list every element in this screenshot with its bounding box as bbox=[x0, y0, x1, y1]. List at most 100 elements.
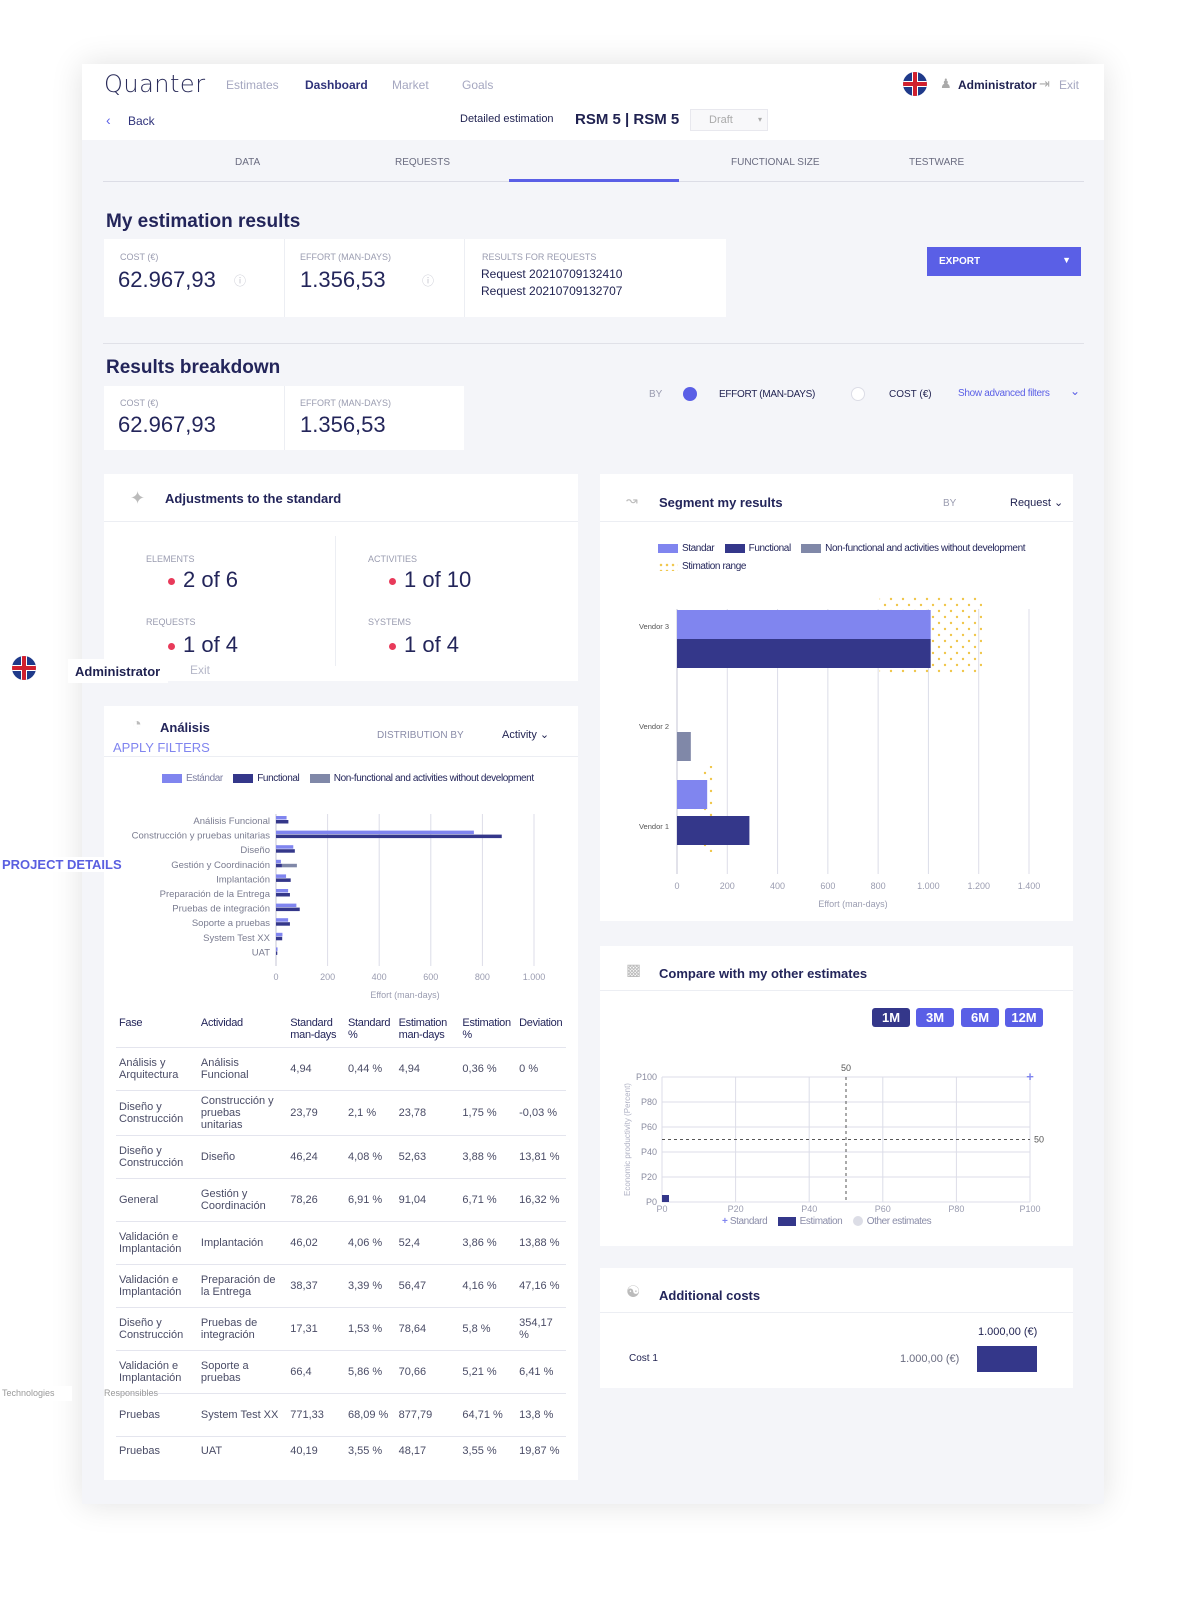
table-row: Diseño y Construcción Diseño 46,24 4,08 % 52… bbox=[116, 1135, 566, 1179]
table-cell: 4,06 % bbox=[344, 1221, 396, 1265]
x-tick-label: 0 bbox=[674, 881, 679, 891]
distribution-dropdown[interactable]: Activity ⌄ bbox=[502, 729, 550, 741]
info-icon[interactable]: ⓘ bbox=[422, 274, 435, 288]
coins-icon: ☯ bbox=[626, 1284, 641, 1301]
table-cell: Implantación bbox=[197, 1221, 288, 1265]
bar-standard bbox=[276, 947, 278, 951]
exit-link[interactable]: Exit bbox=[1059, 78, 1080, 92]
table-cell: 4,08 % bbox=[344, 1135, 396, 1179]
table-cell: 4,16 % bbox=[459, 1264, 517, 1308]
overlay-exit[interactable]: Exit bbox=[190, 663, 211, 677]
bar-standard bbox=[276, 918, 289, 922]
tab-testware[interactable]: TESTWARE bbox=[909, 157, 965, 168]
section-divider bbox=[103, 343, 1084, 344]
bar-functional bbox=[276, 878, 291, 882]
x-tick-label: 600 bbox=[820, 881, 835, 891]
bar-standard bbox=[677, 780, 708, 809]
table-cell: 48,17 bbox=[395, 1436, 460, 1465]
request-item[interactable]: Request 20210709132707 bbox=[481, 284, 623, 298]
export-button[interactable]: EXPORT ▼ bbox=[927, 247, 1081, 276]
info-icon[interactable]: ⓘ bbox=[234, 274, 247, 288]
bar-functional bbox=[276, 893, 290, 897]
apply-filters-link[interactable]: APPLY FILTERS bbox=[113, 740, 210, 755]
back-link[interactable]: Back bbox=[128, 114, 155, 128]
additional-total: 1.000,00 (€) bbox=[978, 1326, 1038, 1338]
uk-flag-icon[interactable] bbox=[12, 656, 36, 680]
table-cell: Construcción y pruebas unitarias bbox=[197, 1090, 288, 1136]
y-tick-label: P40 bbox=[641, 1147, 657, 1157]
additional-title: Additional costs bbox=[659, 1288, 761, 1303]
period-button-12m[interactable]: 12M bbox=[1005, 1008, 1043, 1027]
uk-flag-icon[interactable] bbox=[903, 72, 927, 96]
bar-functional bbox=[276, 820, 289, 824]
nav-dashboard[interactable]: Dashboard bbox=[305, 78, 368, 92]
nav-estimates[interactable]: Estimates bbox=[226, 78, 279, 92]
category-label: Soporte a pruebas bbox=[192, 918, 270, 929]
advanced-filters-link[interactable]: Show advanced filters bbox=[958, 388, 1050, 399]
table-cell: 78,26 bbox=[287, 1178, 345, 1222]
period-button-3m[interactable]: 3M bbox=[916, 1008, 954, 1027]
bar-functional bbox=[677, 816, 750, 845]
segment-legend: Standar Functional Non-functional and ac… bbox=[658, 540, 1058, 576]
table-cell: 0,36 % bbox=[459, 1047, 517, 1091]
y-tick-label: P20 bbox=[641, 1172, 657, 1182]
nav-goals[interactable]: Goals bbox=[462, 78, 494, 92]
status-dropdown[interactable]: Draft ▾ bbox=[690, 109, 768, 131]
back-chevron-icon[interactable]: ‹ bbox=[106, 112, 111, 128]
x-tick-label: 1.400 bbox=[1018, 881, 1041, 891]
radio-effort[interactable] bbox=[683, 387, 697, 401]
table-cell: 771,33 bbox=[287, 1393, 345, 1437]
table-cell: 1,75 % bbox=[459, 1090, 517, 1136]
table-cell: 3,86 % bbox=[459, 1221, 517, 1265]
active-tab-indicator bbox=[509, 179, 679, 182]
tab-data[interactable]: DATA bbox=[235, 157, 261, 168]
tab-functional-size[interactable]: FUNCTIONAL SIZE bbox=[731, 157, 820, 168]
x-tick-label: 1.000 bbox=[523, 972, 546, 982]
status-value: Draft bbox=[709, 114, 733, 126]
x-tick-label: 1.200 bbox=[967, 881, 990, 891]
table-row: Análisis y Arquitectura Análisis Funciona… bbox=[116, 1047, 566, 1091]
table-cell: UAT bbox=[197, 1436, 288, 1465]
user-name[interactable]: Administrator bbox=[958, 78, 1037, 92]
logo: Quanter bbox=[104, 70, 206, 98]
compare-title: Compare with my other estimates bbox=[659, 966, 868, 981]
x-tick-label: P0 bbox=[656, 1204, 667, 1214]
radio-cost-label[interactable]: COST (€) bbox=[889, 389, 932, 400]
table-cell: 40,19 bbox=[287, 1436, 345, 1465]
cost-bar bbox=[977, 1346, 1037, 1372]
table-cell: 64,71 % bbox=[459, 1393, 517, 1437]
chevron-down-icon: ⌄ bbox=[539, 729, 550, 741]
technologies-link[interactable]: Technologies bbox=[0, 1386, 72, 1401]
table-cell: 1,53 % bbox=[344, 1307, 396, 1351]
project-details-link[interactable]: PROJECT DETAILS bbox=[2, 857, 126, 872]
request-item[interactable]: Request 20210709132410 bbox=[481, 267, 623, 281]
table-cell: 0 % bbox=[516, 1047, 566, 1091]
x-tick-label: P60 bbox=[875, 1204, 891, 1214]
bar-functional bbox=[276, 936, 283, 941]
segment-dropdown[interactable]: Request ⌄ bbox=[1010, 497, 1064, 509]
overlay-user-name[interactable]: Administrator bbox=[68, 659, 168, 683]
period-button-6m[interactable]: 6M bbox=[961, 1008, 999, 1027]
requests-value: 1 of 4 bbox=[168, 632, 238, 658]
systems-label: SYSTEMS bbox=[368, 617, 412, 627]
table-cell: Soporte a pruebas bbox=[197, 1350, 288, 1394]
additional-costs-card: ☯ Additional costs 1.000,00 (€) Cost 1 1… bbox=[600, 1268, 1073, 1388]
x-tick-label: 200 bbox=[320, 972, 335, 982]
table-cell: 56,47 bbox=[395, 1264, 460, 1308]
table-cell: 13,88 % bbox=[516, 1221, 566, 1265]
table-cell: 46,24 bbox=[287, 1135, 345, 1179]
radio-cost[interactable] bbox=[851, 387, 865, 401]
x-tick-label: 800 bbox=[871, 881, 886, 891]
radio-effort-label[interactable]: EFFORT (MAN-DAYS) bbox=[719, 389, 816, 400]
nav-market[interactable]: Market bbox=[392, 78, 429, 92]
segment-title: Segment my results bbox=[659, 495, 783, 510]
table-cell: 4,94 bbox=[395, 1047, 460, 1091]
bar-functional bbox=[276, 922, 290, 926]
chevron-down-icon[interactable]: ⌄ bbox=[1070, 384, 1081, 398]
tab-requests[interactable]: REQUESTS bbox=[395, 157, 451, 168]
bar-standard bbox=[276, 903, 297, 908]
table-header-row: Fase Actividad Standard man-days Standard %… bbox=[116, 1011, 566, 1048]
responsibles-link[interactable]: Responsibles bbox=[104, 1388, 159, 1398]
period-button-1m[interactable]: 1M bbox=[872, 1008, 910, 1027]
category-label: Preparación de la Entrega bbox=[160, 889, 271, 900]
